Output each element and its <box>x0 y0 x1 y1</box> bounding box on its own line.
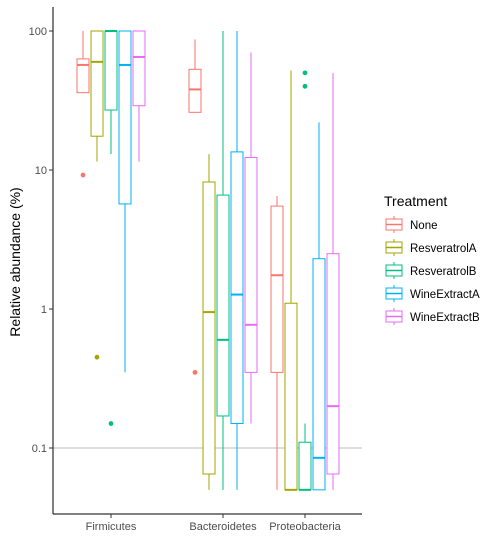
box-body <box>270 205 284 373</box>
box-body <box>104 30 118 111</box>
legend-title: Treatment <box>384 193 447 209</box>
outlier-point <box>80 172 86 178</box>
legend-key <box>385 262 403 279</box>
legend-item-ResveratrolB: ResveratrolB <box>385 262 477 279</box>
box-ResveratrolB-Proteobacteria <box>298 70 312 491</box>
box-WineExtractB-Proteobacteria <box>326 72 340 490</box>
box-body <box>188 68 202 113</box>
box-body <box>298 441 312 491</box>
box-body <box>90 30 104 137</box>
y-tick-label: 0.1 <box>32 443 47 455</box>
legend-label: ResveratrolB <box>410 266 477 278</box>
box-ResveratrolB-Firmicutes <box>104 30 118 426</box>
outlier-point <box>94 354 100 360</box>
box-ResveratrolA-Bacteroidetes <box>202 154 216 490</box>
box-ResveratrolB-Bacteroidetes <box>216 31 230 490</box>
legend-key <box>385 239 403 256</box>
box-WineExtractA-Bacteroidetes <box>230 31 244 490</box>
legend-key <box>385 285 403 302</box>
box-ResveratrolA-Firmicutes <box>90 30 104 360</box>
box-WineExtractA-Firmicutes <box>118 30 132 373</box>
box-None-Firmicutes <box>76 31 90 178</box>
box-body <box>230 151 244 425</box>
box-None-Proteobacteria <box>270 196 284 490</box>
plot-area <box>53 30 362 491</box>
box-body <box>132 30 146 107</box>
box-body <box>312 258 326 491</box>
box-WineExtractB-Bacteroidetes <box>244 52 258 424</box>
outlier-point <box>302 83 308 89</box>
x-tick-label: Proteobacteria <box>269 521 341 533</box>
legend-label: WineExtractB <box>410 312 480 324</box>
legend-item-ResveratrolA: ResveratrolA <box>385 239 477 256</box>
legend-item-None: None <box>385 216 438 233</box>
outlier-point <box>302 70 308 76</box>
box-body <box>284 302 298 491</box>
outlier-point <box>192 369 198 375</box>
box-WineExtractA-Proteobacteria <box>312 122 326 491</box>
y-tick-label: 1 <box>41 304 47 316</box>
legend-key <box>385 308 403 325</box>
y-tick-label: 100 <box>29 26 47 38</box>
y-axis-title: Relative abundance (%) <box>7 187 23 336</box>
x-tick-label: Firmicutes <box>86 521 137 533</box>
legend-key <box>385 216 403 233</box>
legend-item-WineExtractA: WineExtractA <box>385 285 480 302</box>
legend-label: ResveratrolA <box>410 243 477 255</box>
legend-label: WineExtractA <box>410 289 480 301</box>
box-body <box>118 30 132 205</box>
axes: 0.1 1 10 100 Firmicutes Bacteroidetes Proteoba… <box>29 7 362 533</box>
box-WineExtractB-Firmicutes <box>132 30 146 162</box>
box-body <box>216 194 230 417</box>
legend-item-WineExtractB: WineExtractB <box>385 308 480 325</box>
box-body <box>244 157 258 373</box>
box-body <box>202 181 216 475</box>
box-body <box>76 58 90 94</box>
legend: Treatment None ResveratrolA ResveratrolB Wi… <box>384 193 480 325</box>
outlier-point <box>108 421 114 426</box>
legend-label: None <box>410 220 438 232</box>
box-ResveratrolA-Proteobacteria <box>284 70 298 491</box>
box-None-Bacteroidetes <box>188 39 202 375</box>
box-body <box>326 253 340 475</box>
y-tick-label: 10 <box>35 165 47 177</box>
x-tick-label: Bacteroidetes <box>189 521 257 533</box>
